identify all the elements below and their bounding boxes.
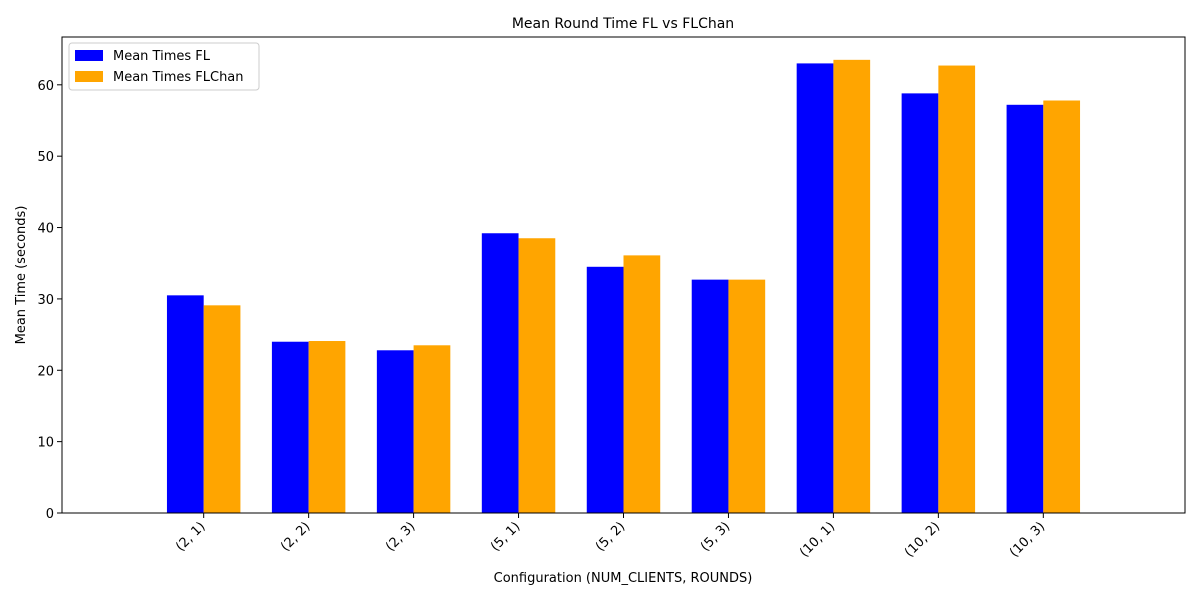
y-tick-label-10: 10 [37, 436, 54, 451]
bar-fl-6 [796, 63, 834, 514]
y-tick-label-20: 20 [37, 364, 54, 379]
y-axis: 0 10 20 30 40 50 60 [37, 79, 62, 522]
bar-flchan-5 [728, 279, 766, 513]
y-tick-label-40: 40 [37, 222, 54, 237]
bar-fl-1 [271, 341, 309, 513]
x-axis-label: Configuration (NUM_CLIENTS, ROUNDS) [494, 571, 753, 586]
bar-fl-0 [166, 295, 204, 513]
bar-flchan-6 [833, 59, 871, 514]
y-tick-label-0: 0 [46, 507, 54, 522]
y-tick-label-60: 60 [37, 79, 54, 94]
bar-fl-5 [691, 279, 729, 513]
bar-flchan-7 [938, 65, 976, 514]
bars-group [166, 59, 1081, 514]
legend: Mean Times FL Mean Times FLChan [68, 42, 260, 91]
legend-label-1: Mean Times FLChan [113, 70, 244, 85]
bar-flchan-4 [623, 255, 661, 513]
legend-swatch-1 [75, 71, 103, 82]
bar-flchan-8 [1043, 100, 1081, 513]
bar-fl-3 [481, 233, 519, 513]
bar-flchan-2 [413, 345, 451, 513]
y-tick-label-30: 30 [37, 293, 54, 308]
bar-flchan-1 [308, 341, 346, 513]
y-axis-label: Mean Time (seconds) [14, 206, 29, 345]
legend-swatch-0 [75, 50, 103, 61]
bar-fl-4 [586, 266, 624, 513]
bar-fl-8 [1006, 104, 1044, 513]
legend-frame [68, 42, 260, 91]
legend-label-0: Mean Times FL [113, 49, 211, 64]
bar-fl-2 [376, 350, 414, 513]
y-tick-label-50: 50 [37, 150, 54, 165]
bar-flchan-0 [203, 305, 241, 513]
chart-title: Mean Round Time FL vs FLChan [512, 16, 734, 32]
bar-flchan-3 [518, 238, 556, 513]
bar-fl-7 [901, 93, 939, 513]
